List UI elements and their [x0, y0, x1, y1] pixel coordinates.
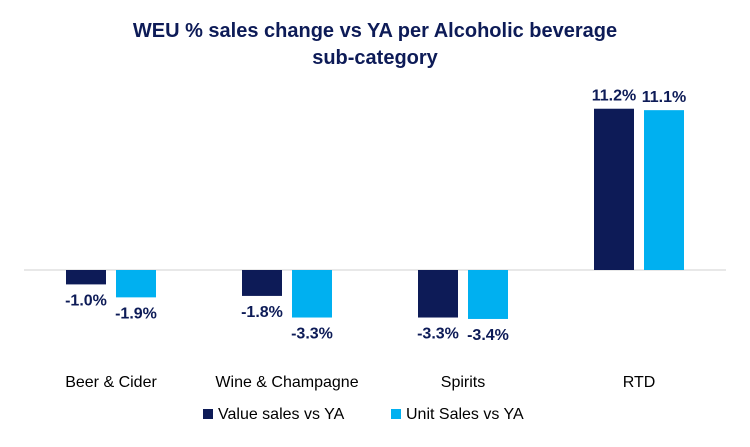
chart-title-line-1: WEU % sales change vs YA per Alcoholic b… [133, 20, 617, 42]
category-labels-group: Beer & Cider Wine & Champagne Spirits RTD [65, 374, 655, 391]
legend-swatch [203, 409, 213, 419]
bar-value-sales [594, 108, 634, 270]
category-label: RTD [623, 374, 656, 391]
data-label: 11.2% [592, 88, 636, 105]
bar-unit-sales [468, 270, 508, 319]
legend-swatch [391, 409, 401, 419]
data-label: -1.9% [115, 305, 157, 322]
bar-value-sales [418, 270, 458, 318]
data-label: 11.1% [642, 89, 686, 106]
category-label: Beer & Cider [65, 374, 157, 391]
legend: Value sales vs YA Unit Sales vs YA [203, 406, 524, 423]
legend-label: Unit Sales vs YA [406, 406, 524, 423]
bar-unit-sales [292, 270, 332, 318]
bar-unit-sales [116, 270, 156, 298]
data-labels-group: -1.0% -1.9% -1.8% -3.3% -3.3% -3.4% 11.2% 11.1% [65, 88, 686, 344]
category-label: Wine & Champagne [215, 374, 358, 391]
data-label: -3.3% [291, 326, 333, 343]
data-label: -3.3% [417, 326, 459, 343]
chart-title-line-2: sub-category [312, 47, 438, 69]
bars-group [66, 108, 684, 319]
bar-value-sales [66, 270, 106, 285]
legend-label: Value sales vs YA [218, 406, 345, 423]
bar-unit-sales [644, 110, 684, 270]
category-label: Spirits [441, 374, 485, 391]
data-label: -1.0% [65, 292, 107, 309]
bar-value-sales [242, 270, 282, 296]
data-label: -1.8% [241, 304, 283, 321]
data-label: -3.4% [467, 327, 509, 344]
